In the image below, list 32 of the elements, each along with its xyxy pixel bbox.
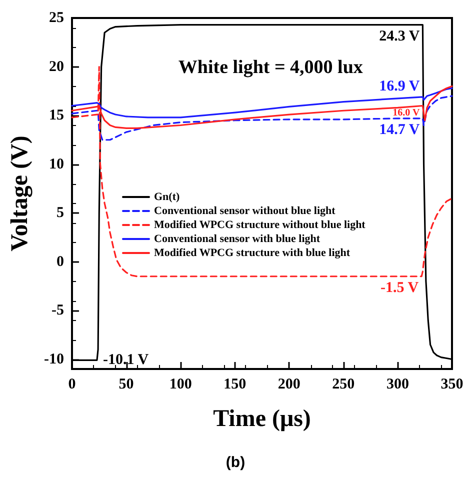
annotation: -1.5 V — [380, 280, 419, 296]
annotation: 16.0 V — [392, 107, 420, 118]
y-tick-label: 10 — [49, 156, 64, 172]
y-tick-label: 5 — [56, 205, 64, 221]
x-tick-label: 100 — [169, 376, 192, 392]
y-axis-title: Voltage (V) — [7, 136, 33, 252]
x-tick-label: 250 — [332, 376, 355, 392]
x-tick-label: 200 — [278, 376, 300, 392]
annotation: 24.3 V — [379, 28, 420, 44]
legend-label: Conventional sensor without blue light — [154, 204, 336, 217]
y-tick-label: -5 — [52, 302, 64, 318]
x-tick-label: 50 — [118, 376, 134, 392]
line-series — [71, 95, 453, 141]
legend-label: Modified WPCG structure with blue light — [154, 246, 350, 259]
y-tick-label: -10 — [44, 351, 64, 368]
annotation: 16.9 V — [379, 78, 420, 94]
x-tick-label: 300 — [386, 376, 409, 392]
x-tick-label: 0 — [68, 376, 76, 392]
y-tick-label: 0 — [56, 254, 64, 270]
x-tick-label: 150 — [224, 376, 246, 392]
y-tick-label: 15 — [49, 108, 64, 124]
y-tick-label: 20 — [49, 58, 64, 75]
annotation: -10.1 V — [102, 352, 149, 368]
text: (b) — [226, 454, 246, 471]
x-axis-title: Time (μs) — [213, 406, 311, 432]
legend-label: Gn(t) — [154, 190, 180, 203]
annotation: White light = 4,000 lux — [178, 57, 364, 78]
annotation: 14.7 V — [379, 122, 420, 138]
y-tick-label: 25 — [49, 10, 64, 26]
x-tick-label: 350 — [440, 376, 464, 392]
legend-label: Conventional sensor with blue light — [154, 232, 320, 245]
legend-label: Modified WPCG structure without blue light — [154, 218, 366, 231]
